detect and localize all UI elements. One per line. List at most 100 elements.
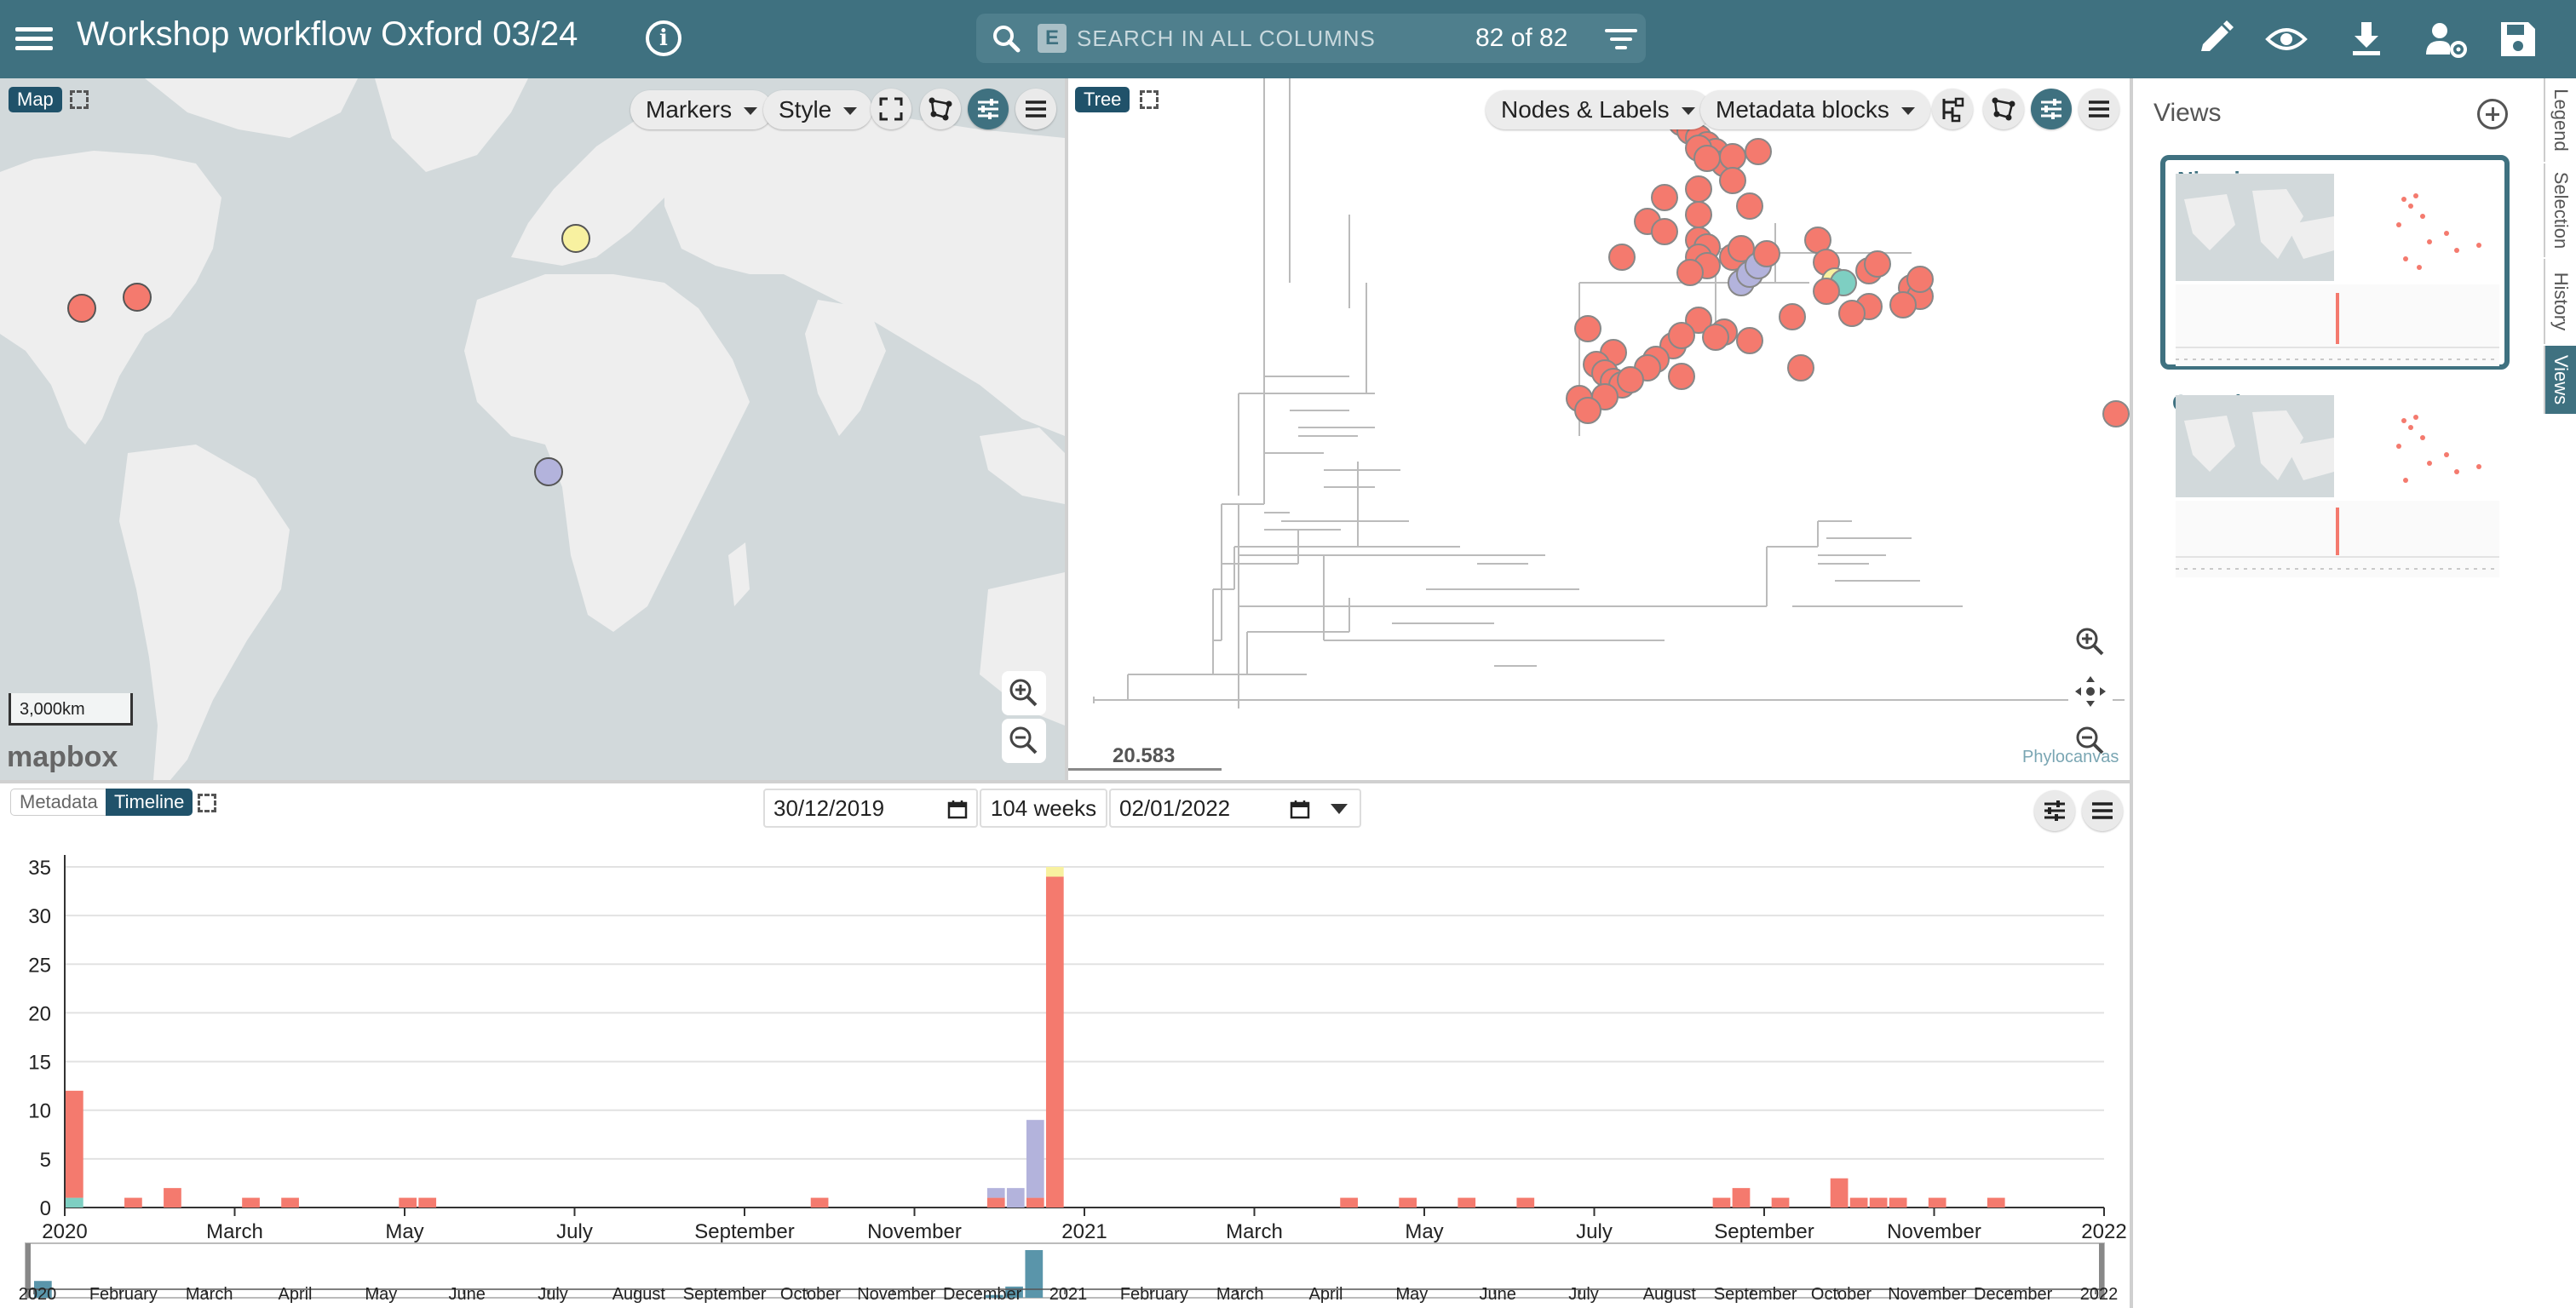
metadata-blocks-dropdown[interactable]: Metadata blocks	[1700, 90, 1930, 129]
tree-leaf-node[interactable]	[1676, 259, 1704, 286]
tree-leaf-node[interactable]	[1736, 327, 1763, 354]
add-view-icon[interactable]	[2477, 99, 2508, 129]
tree-leaf-node[interactable]	[1574, 315, 1601, 342]
timeline-bar-red[interactable]	[66, 1090, 83, 1198]
side-tab-selection[interactable]: Selection	[2544, 164, 2576, 257]
tree-menu-button[interactable]	[2079, 89, 2119, 129]
nodes-labels-dropdown[interactable]: Nodes & Labels	[1486, 90, 1711, 129]
timeline-bar-purple[interactable]	[986, 1188, 1005, 1198]
map-zoom-in-button[interactable]	[1002, 671, 1046, 715]
tree-lasso-button[interactable]	[1983, 89, 2024, 129]
timeline-bar-red[interactable]	[164, 1188, 181, 1208]
tree-leaf-node[interactable]	[1693, 145, 1721, 172]
timeline-bar-red[interactable]	[242, 1197, 260, 1208]
tree-leaf-node[interactable]	[1906, 266, 1934, 293]
tree-expand-icon[interactable]	[1140, 90, 1159, 109]
tree-type-button[interactable]	[1932, 89, 1973, 129]
timeline-bar-red[interactable]	[810, 1197, 829, 1208]
map-zoom-out-button[interactable]	[1002, 719, 1046, 763]
markers-dropdown[interactable]: Markers	[630, 90, 773, 129]
timeline-bar-red[interactable]	[1849, 1197, 1868, 1208]
tree-panel[interactable]: Tree Nodes & Labels Metadata blocks 20.5…	[1068, 78, 2130, 780]
save-icon[interactable]	[2496, 17, 2540, 61]
tree-leaf-node[interactable]	[1668, 322, 1695, 349]
timeline-bar-red[interactable]	[986, 1197, 1005, 1208]
tree-leaf-node[interactable]	[1736, 192, 1763, 220]
tree-leaf-node[interactable]	[1779, 303, 1806, 330]
tree-controls-button[interactable]	[2031, 89, 2072, 129]
tree-leaf-node[interactable]	[1753, 240, 1780, 267]
filter-icon[interactable]	[1605, 27, 1637, 51]
phylogenetic-tree[interactable]	[1068, 78, 2130, 780]
tree-zoom-out-button[interactable]	[2068, 719, 2113, 763]
tree-leaf-node[interactable]	[1719, 167, 1746, 194]
timeline-chart[interactable]: 0 5 10 15 20 25 30 35 2020 March May July September N…	[0, 831, 2130, 1308]
tree-pan-button[interactable]	[2068, 669, 2113, 714]
download-icon[interactable]	[2344, 17, 2389, 61]
tree-zoom-in-button[interactable]	[2068, 620, 2113, 664]
map-menu-button[interactable]	[1015, 89, 1056, 129]
tree-leaf-node[interactable]	[1838, 300, 1866, 327]
calendar-icon[interactable]	[947, 799, 968, 819]
timeline-bar-red[interactable]	[1869, 1197, 1888, 1208]
tab-timeline[interactable]: Timeline	[106, 789, 193, 816]
timeline-controls-button[interactable]	[2034, 790, 2075, 831]
tree-leaf-node[interactable]	[1617, 366, 1644, 393]
chevron-down-icon[interactable]	[1331, 804, 1348, 814]
map-marker-europe[interactable]	[561, 224, 590, 253]
tree-leaf-node[interactable]	[1651, 218, 1678, 245]
style-dropdown[interactable]: Style	[763, 90, 873, 129]
tree-leaf-node[interactable]	[1685, 201, 1712, 228]
side-tab-history[interactable]: History	[2544, 259, 2576, 344]
tree-leaf-node[interactable]	[2102, 400, 2130, 427]
map-marker-usa-west[interactable]	[67, 294, 96, 323]
duration-field[interactable]: 104 weeks	[980, 789, 1107, 828]
timeline-bar-red[interactable]	[1928, 1197, 1946, 1208]
map-lasso-button[interactable]	[920, 89, 961, 129]
map-marker-usa-east[interactable]	[123, 283, 152, 312]
search-icon[interactable]	[992, 24, 1021, 53]
tab-metadata[interactable]: Metadata	[10, 789, 107, 816]
vertical-splitter[interactable]	[1065, 78, 1068, 780]
timeline-bar-red[interactable]	[399, 1197, 417, 1208]
tree-leaf-node[interactable]	[1813, 278, 1840, 305]
tree-leaf-node[interactable]	[1719, 143, 1746, 170]
edit-icon[interactable]	[2193, 17, 2237, 61]
tree-leaf-node[interactable]	[1889, 291, 1917, 318]
brush-handle-left[interactable]	[26, 1243, 31, 1298]
timeline-bar-red[interactable]	[1712, 1197, 1731, 1208]
view-card-nigeria[interactable]: Nigeria	[2160, 155, 2510, 370]
map-panel[interactable]: Map Markers Style 3,000km mapbox	[0, 78, 1065, 780]
world-map[interactable]	[0, 78, 1065, 780]
tree-leaf-node[interactable]	[1685, 307, 1712, 334]
timeline-bar-red[interactable]	[124, 1197, 142, 1208]
timeline-bar-red[interactable]	[281, 1197, 299, 1208]
tree-leaf-node[interactable]	[1745, 138, 1772, 165]
brush-handle-right[interactable]	[2099, 1243, 2104, 1298]
start-date-input[interactable]: 30/12/2019	[763, 789, 978, 828]
side-tab-legend[interactable]: Legend	[2544, 78, 2576, 162]
timeline-bar-teal[interactable]	[66, 1197, 83, 1208]
timeline-bar-red[interactable]	[1732, 1188, 1751, 1208]
timeline-bar-red[interactable]	[418, 1197, 437, 1208]
map-marker-nigeria[interactable]	[534, 457, 563, 486]
timeline-bar-red[interactable]	[1516, 1197, 1535, 1208]
map-fullscreen-button[interactable]	[871, 89, 911, 129]
map-expand-icon[interactable]	[70, 90, 89, 109]
tree-leaf-node[interactable]	[1574, 397, 1601, 424]
tree-leaf-node[interactable]	[1608, 244, 1636, 271]
timeline-expand-icon[interactable]	[198, 794, 216, 812]
timeline-bar-purple[interactable]	[1006, 1188, 1025, 1208]
calendar-icon[interactable]	[1290, 799, 1310, 819]
menu-icon[interactable]	[15, 22, 53, 56]
side-tab-views[interactable]: Views	[2544, 346, 2576, 414]
timeline-bar-red[interactable]	[1045, 876, 1064, 1208]
tree-leaf-node[interactable]	[1787, 354, 1814, 382]
end-date-input[interactable]: 02/01/2022	[1109, 789, 1361, 828]
timeline-bar-red[interactable]	[1399, 1197, 1417, 1208]
timeline-bar-yellow[interactable]	[1045, 867, 1064, 877]
timeline-bar-red[interactable]	[1771, 1197, 1790, 1208]
tree-leaf-node[interactable]	[1668, 363, 1695, 390]
tree-leaf-node[interactable]	[1685, 175, 1712, 203]
timeline-bar-red[interactable]	[1340, 1197, 1358, 1208]
